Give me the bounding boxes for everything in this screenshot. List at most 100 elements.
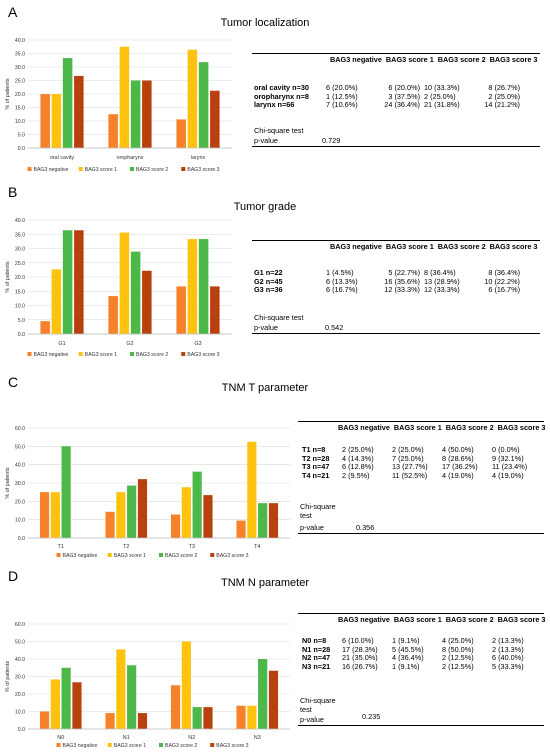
x-tick-label: T4	[254, 544, 260, 550]
y-tick-label: 10.0	[15, 119, 25, 125]
bar	[203, 707, 213, 729]
y-tick-label: 25.0	[15, 79, 25, 85]
legend-swatch	[56, 743, 61, 747]
table-row: T3 n=47 6 (12.8%) 13 (27.7%) 17 (36.2%) …	[302, 462, 528, 472]
bar	[268, 503, 279, 538]
legend-swatch	[78, 167, 83, 171]
table-d-p-label: p-value	[300, 715, 324, 724]
y-tick-label: 20.0	[15, 92, 25, 98]
legend-swatch	[107, 553, 112, 557]
table-d-col-3: BAG3 score 3	[497, 615, 546, 624]
chart-tnm-n: 0.0 10.0 20.0 30.0 40.0 50.0 60.0 % of patients…	[5, 622, 290, 749]
y-tick-label: 15.0	[15, 106, 25, 112]
y-tick-label: 0.0	[18, 332, 25, 338]
x-tick-label: oropharynx	[117, 155, 144, 161]
bar	[40, 321, 50, 334]
legend-label: BAG3 negative	[63, 553, 98, 559]
bar	[258, 659, 268, 729]
table-d-top-rule	[298, 613, 544, 614]
legend-label: BAG3 negative	[34, 352, 69, 358]
table-row: T1 n=8 2 (25.0%) 2 (25.0%) 4 (50.0%) 0 (…	[302, 445, 520, 454]
bar	[50, 679, 60, 729]
table-c-chi-label: Chi-square test	[300, 502, 336, 520]
legend-swatch	[27, 167, 32, 171]
bar	[192, 471, 202, 538]
table-d-col-2: BAG3 score 2	[445, 615, 494, 624]
bar	[176, 286, 186, 334]
table-a-p-label: p-value	[254, 136, 278, 145]
table-b-p-value: 0.542	[325, 323, 344, 332]
legend-swatch	[27, 352, 32, 356]
table-d-body: N0 n=8 6 (10.0%) 1 (9.1%) 4 (25.0%) 2 (1…	[300, 636, 540, 671]
table-d-col-0: BAG3 negative	[338, 615, 390, 624]
legend-label: BAG3 score 3	[216, 553, 248, 559]
legend-swatch	[130, 167, 134, 171]
bar	[187, 49, 198, 148]
y-tick-label: 30.0	[15, 65, 25, 71]
legend-label: BAG3 score 1	[114, 743, 146, 749]
legend-label: BAG3 score 1	[114, 553, 146, 559]
table-b-col-1: BAG3 score 1	[385, 242, 434, 251]
table-row: T2 n=28 4 (14.3%) 7 (25.0%) 8 (28.6%) 9 …	[302, 453, 524, 463]
bar	[187, 239, 198, 334]
x-tick-label: T1	[58, 544, 64, 550]
legend-label: BAG3 score 3	[187, 352, 219, 358]
bar	[142, 80, 152, 148]
legend-label: BAG3 score 3	[187, 167, 219, 173]
bar	[130, 80, 141, 148]
y-tick-label: 20.0	[15, 499, 25, 505]
bar	[203, 495, 213, 538]
table-b: BAG3 negative BAG3 score 1 BAG3 score 2 …	[294, 242, 539, 252]
x-tick-label: N3	[254, 735, 261, 741]
table-row: N1 n=28 17 (28.3%) 5 (45.5%) 8 (50.0%) 2…	[302, 644, 524, 654]
y-tick-label: 10.0	[15, 518, 25, 524]
y-tick-label: 10.0	[15, 710, 25, 716]
bar	[258, 503, 268, 538]
bar	[74, 75, 84, 148]
table-d-p-value: 0.235	[362, 712, 381, 721]
y-tick-label: 30.0	[15, 481, 25, 487]
y-tick-label: 50.0	[15, 640, 25, 646]
bar	[192, 707, 202, 729]
bar	[62, 230, 73, 334]
bar	[181, 487, 191, 538]
x-tick-label: T2	[123, 544, 129, 550]
bar	[50, 492, 60, 538]
table-row: oral cavity n=30 6 (20.0%) 6 (20.0%) 10 …	[254, 83, 520, 92]
table-c-top-rule	[298, 421, 544, 422]
legend-swatch	[181, 167, 186, 171]
table-a-body: oral cavity n=30 6 (20.0%) 6 (20.0%) 10 …	[252, 83, 522, 110]
y-tick-label: 60.0	[15, 622, 25, 628]
table-b-p-label: p-value	[254, 323, 278, 332]
legend-swatch	[210, 743, 215, 747]
y-tick-label: 50.0	[15, 444, 25, 450]
table-c-col-0: BAG3 negative	[338, 423, 390, 432]
legend-label: BAG3 score 2	[165, 553, 197, 559]
legend-swatch	[181, 352, 186, 356]
y-tick-label: 20.0	[15, 275, 25, 281]
table-d-chi-label: Chi-square test	[300, 696, 336, 714]
legend-label: BAG3 score 3	[216, 743, 248, 749]
table-c-col-2: BAG3 score 2	[445, 423, 494, 432]
panel-label-d: D	[8, 568, 19, 584]
y-tick-label: 20.0	[15, 692, 25, 698]
table-row: oropharynx n=8 1 (12.5%) 3 (37.5%) 2 (25…	[254, 91, 520, 101]
table-row: N2 n=47 21 (35.0%) 4 (36.4%) 2 (12.5%) 6…	[302, 653, 524, 663]
x-tick-label: oral cavity	[50, 155, 75, 161]
legend-swatch	[78, 352, 83, 356]
bar	[72, 682, 82, 729]
bar	[127, 665, 137, 729]
table-c-p-label: p-value	[300, 523, 324, 532]
legend-label: BAG3 score 2	[165, 743, 197, 749]
table-c-body: T1 n=8 2 (25.0%) 2 (25.0%) 4 (50.0%) 0 (…	[300, 445, 540, 480]
bar	[170, 514, 181, 538]
table-b-chi-label: Chi-square test	[254, 313, 304, 322]
table-d-bottom-rule	[298, 725, 544, 726]
table-a-col-0: BAG3 negative	[330, 55, 382, 64]
legend-swatch	[210, 553, 215, 557]
table-c-p-value: 0.356	[356, 523, 375, 532]
y-tick-label: 0.0	[18, 536, 25, 542]
legend-swatch	[159, 553, 163, 557]
table-b-top-rule	[252, 240, 540, 241]
table-a-chi-label: Chi-square test	[254, 126, 304, 135]
